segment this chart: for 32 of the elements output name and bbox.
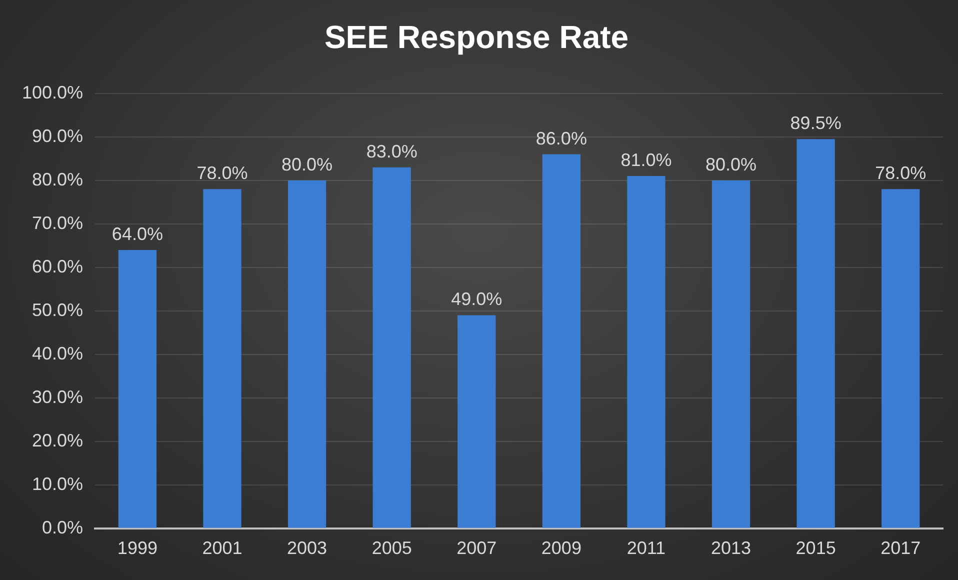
chart-title: SEE Response Rate [324, 19, 629, 56]
x-tick-label: 1999 [117, 538, 158, 558]
data-label: 89.5% [790, 113, 842, 134]
y-tick-label: 80.0% [32, 169, 84, 190]
y-tick-label: 60.0% [32, 256, 84, 276]
y-tick-label: 40.0% [32, 343, 84, 364]
x-tick-label: 2001 [202, 538, 242, 558]
x-tick-label: 2005 [372, 538, 412, 558]
y-tick-label: 10.0% [32, 474, 84, 494]
x-tick-label: 2009 [541, 538, 582, 558]
y-tick-label: 100.0% [22, 82, 84, 102]
x-tick-label: 2003 [287, 538, 328, 558]
data-label: 80.0% [282, 154, 333, 174]
x-tick-label: 2013 [710, 538, 752, 558]
y-tick-label: 30.0% [32, 386, 84, 407]
y-tick-label: 70.0% [32, 212, 84, 233]
y-tick-label: 20.0% [32, 430, 84, 450]
data-label: 80.0% [705, 154, 757, 174]
x-tick-label: 2011 [626, 538, 666, 558]
y-tick-label: 90.0% [32, 126, 84, 146]
data-label: 83.0% [366, 141, 418, 162]
data-label: 64.0% [112, 224, 163, 244]
data-label: 78.0% [196, 163, 248, 184]
x-tick-label: 2015 [796, 538, 836, 558]
data-label: 81.0% [620, 150, 672, 170]
data-label: 86.0% [536, 128, 587, 148]
data-label: 78.0% [875, 163, 926, 184]
y-tick-label: 50.0% [32, 300, 84, 320]
x-tick-label: 2007 [456, 538, 497, 558]
data-label: 49.0% [451, 289, 502, 310]
x-tick-label: 2017 [880, 538, 921, 558]
y-tick-label: 0.0% [42, 517, 84, 538]
